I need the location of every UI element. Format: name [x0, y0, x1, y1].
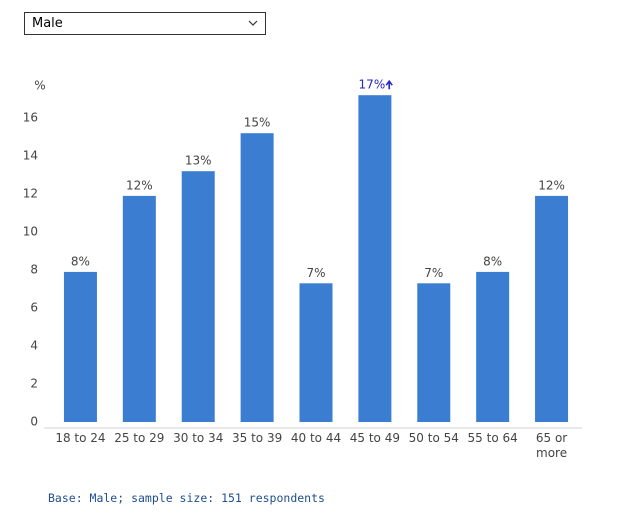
bar — [476, 271, 510, 422]
x-tick-label: 25 to 29 — [114, 431, 165, 445]
value-label: 12% — [538, 178, 565, 192]
bar — [181, 171, 215, 422]
value-label: 8% — [71, 254, 90, 268]
bar — [63, 271, 97, 422]
y-axis-label: % — [34, 79, 45, 93]
y-tick-label: 4 — [30, 339, 38, 353]
footnote: Base: Male; sample size: 151 respondents — [48, 491, 325, 505]
value-label: 13% — [185, 154, 212, 168]
x-tick-label: 55 to 64 — [467, 431, 518, 445]
y-tick-label: 14 — [23, 149, 38, 163]
y-tick-label: 8 — [30, 263, 38, 277]
bar — [122, 195, 156, 422]
bar — [299, 283, 333, 422]
bar — [417, 283, 451, 422]
x-tick-label: 30 to 34 — [173, 431, 224, 445]
chart: % 0 2 4 6 8 10 12 14 16 8% 12% 13% 15% 7% 17% 7% 8% 12% — [23, 78, 582, 429]
x-tick-label: 50 to 54 — [408, 431, 459, 445]
x-tick-label: 35 to 39 — [232, 431, 283, 445]
gender-dropdown[interactable]: Male — [24, 12, 266, 35]
value-label: 8% — [483, 254, 502, 268]
value-label: 12% — [126, 178, 153, 192]
value-label: 17% — [359, 78, 386, 92]
value-label: 7% — [424, 266, 443, 280]
y-tick-label: 0 — [30, 415, 38, 429]
value-label: 15% — [244, 116, 271, 130]
x-tick-label: 65 or more — [535, 431, 568, 460]
x-tick-label: 18 to 24 — [55, 431, 106, 445]
y-tick-label: 10 — [23, 225, 38, 239]
y-tick-label: 2 — [30, 377, 38, 391]
y-tick-label: 16 — [23, 111, 38, 125]
bar — [535, 195, 569, 422]
bar — [358, 95, 392, 422]
value-label: 7% — [306, 266, 325, 280]
x-tick-label: 40 to 44 — [290, 431, 342, 445]
up-arrow — [385, 79, 393, 90]
chevron — [248, 20, 258, 26]
y-tick-label: 12 — [23, 187, 38, 201]
bar — [240, 133, 274, 422]
x-tick-label: 45 to 49 — [349, 431, 400, 445]
y-tick-label: 6 — [30, 301, 38, 315]
dropdown-value: Male — [32, 16, 63, 31]
